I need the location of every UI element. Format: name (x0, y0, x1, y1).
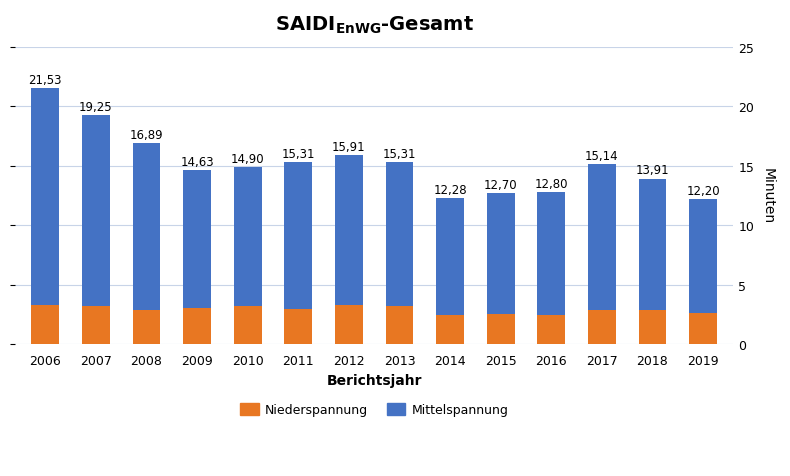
Bar (284, 309, 312, 345)
Bar (183, 308, 211, 345)
Text: 21,53: 21,53 (28, 73, 62, 87)
Text: 14,90: 14,90 (231, 152, 265, 165)
Legend: Niederspannung, Mittelspannung: Niederspannung, Mittelspannung (235, 398, 514, 421)
Bar (133, 310, 160, 345)
X-axis label: Berichtsjahr: Berichtsjahr (326, 373, 422, 387)
Bar (32, 306, 59, 345)
Bar (689, 199, 717, 314)
Bar (689, 314, 717, 345)
Bar (284, 163, 312, 309)
Text: 14,63: 14,63 (180, 156, 214, 169)
Bar (537, 316, 565, 345)
Bar (638, 179, 667, 310)
Bar (32, 89, 59, 306)
Text: 15,31: 15,31 (281, 148, 315, 160)
Bar (234, 168, 261, 307)
Bar (487, 314, 514, 345)
Bar (386, 163, 413, 307)
Bar (588, 311, 615, 345)
Bar (82, 116, 110, 307)
Text: 13,91: 13,91 (636, 164, 669, 177)
Bar (133, 144, 160, 310)
Bar (487, 194, 514, 314)
Text: 19,25: 19,25 (79, 100, 113, 113)
Text: 15,14: 15,14 (585, 149, 619, 162)
Bar (335, 306, 363, 345)
Text: 12,28: 12,28 (433, 183, 467, 196)
Bar (436, 316, 464, 345)
Text: 16,89: 16,89 (130, 129, 164, 141)
Bar (638, 310, 667, 345)
Text: 12,20: 12,20 (687, 184, 720, 197)
Bar (335, 156, 363, 306)
Bar (436, 198, 464, 316)
Bar (386, 307, 413, 345)
Text: 15,31: 15,31 (383, 148, 416, 160)
Title: SAIDI$_{\mathregular{EnWG}}$-Gesamt: SAIDI$_{\mathregular{EnWG}}$-Gesamt (275, 15, 474, 36)
Text: 12,80: 12,80 (535, 177, 568, 190)
Bar (82, 307, 110, 345)
Bar (588, 165, 615, 311)
Bar (234, 307, 261, 345)
Bar (537, 192, 565, 316)
Y-axis label: Minuten: Minuten (761, 168, 775, 224)
Bar (183, 171, 211, 308)
Text: 12,70: 12,70 (484, 178, 517, 191)
Text: 15,91: 15,91 (332, 140, 366, 153)
